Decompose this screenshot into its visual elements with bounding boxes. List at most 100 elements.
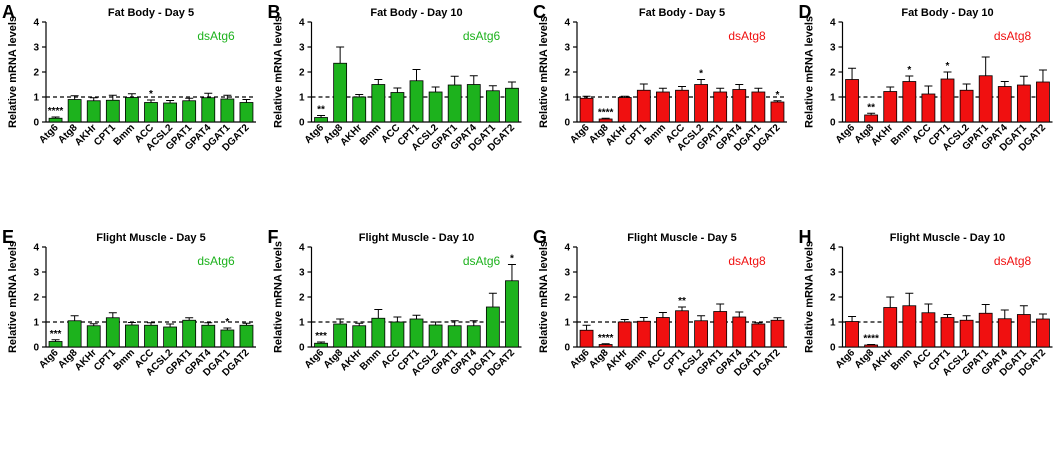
bar-bmm: [371, 317, 386, 348]
x-tick-label: CPT1: [92, 122, 118, 148]
bar-dgat1: [751, 91, 766, 123]
y-axis-label: Relative mRNA levels: [7, 241, 19, 353]
y-tick-label: 2: [564, 68, 570, 79]
y-tick-label: 1: [830, 318, 836, 329]
y-tick-label: 3: [830, 43, 836, 54]
bar-gpat4: [732, 316, 747, 348]
bar-dgat2: [239, 324, 254, 348]
significance-marker: *: [699, 69, 703, 80]
significance-marker: **: [678, 296, 686, 307]
y-tick-label: 1: [33, 93, 39, 104]
legend-label: dsAtg6: [197, 254, 235, 268]
bar-atg8: [598, 118, 613, 123]
significance-marker: **: [867, 102, 875, 113]
bar-cpt1: [636, 89, 651, 123]
bar-atg6: [845, 321, 859, 348]
y-tick-label: 3: [33, 43, 39, 54]
bar-dgat2: [505, 87, 519, 123]
bar-dgat1: [751, 323, 766, 348]
bar-bmm: [902, 81, 917, 123]
significance-marker: *: [946, 61, 950, 72]
x-tick-label: Bmm: [889, 122, 915, 148]
bar-bmm: [656, 91, 670, 123]
y-tick-label: 4: [299, 243, 305, 254]
bar-acsl2: [163, 326, 177, 348]
bar-gpat1: [713, 91, 728, 123]
bar-atg6: [314, 342, 328, 348]
y-tick-label: 4: [564, 18, 570, 29]
bar-atg8: [333, 323, 348, 348]
bar-gpat1: [978, 75, 993, 123]
significance-marker: ***: [315, 331, 327, 342]
bar-gpat1: [978, 312, 993, 348]
y-tick-label: 2: [299, 68, 305, 79]
y-tick-label: 1: [299, 93, 305, 104]
significance-marker: ****: [48, 106, 64, 117]
bar-gpat4: [201, 97, 216, 123]
significance-marker: *: [907, 65, 911, 76]
y-tick-label: 4: [33, 18, 39, 29]
x-tick-label: AKHr: [338, 347, 364, 373]
x-tick-label: CPT1: [92, 347, 118, 373]
chart-title: Fat Body - Day 5: [639, 7, 725, 19]
x-tick-label: AKHr: [604, 347, 630, 373]
bar-akhr: [883, 91, 898, 123]
bar-akhr: [617, 97, 632, 123]
x-tick-label: Atg6: [37, 347, 61, 371]
x-tick-label: AKHr: [338, 122, 364, 148]
y-tick-label: 1: [299, 318, 305, 329]
y-tick-label: 2: [830, 293, 836, 304]
x-tick-label: Atg6: [37, 122, 61, 146]
bar-acc: [144, 102, 158, 123]
bar-gpat4: [466, 325, 481, 348]
bar-bmm: [371, 84, 386, 123]
y-tick-label: 2: [33, 293, 39, 304]
bar-atg8: [598, 344, 613, 348]
legend-label: dsAtg8: [994, 254, 1032, 268]
y-tick-label: 1: [830, 93, 836, 104]
x-tick-label: Bmm: [643, 122, 669, 148]
bar-atg8: [67, 99, 82, 123]
y-axis-label: Relative mRNA levels: [538, 16, 550, 128]
bar-cpt1: [940, 78, 955, 123]
x-tick-label: Bmm: [112, 347, 138, 373]
bar-dgat1: [485, 306, 500, 348]
bar-acsl2: [428, 91, 443, 123]
y-tick-label: 0: [299, 118, 305, 129]
significance-marker: *: [510, 254, 514, 265]
y-tick-label: 4: [830, 243, 836, 254]
y-tick-label: 3: [33, 268, 39, 279]
bar-bmm: [125, 97, 139, 123]
bar-dgat2: [1036, 318, 1050, 348]
bar-atg6: [48, 117, 63, 123]
y-tick-label: 2: [564, 293, 570, 304]
bar-cpt1: [940, 317, 955, 348]
bar-acsl2: [959, 89, 974, 123]
x-tick-label: AKHr: [869, 347, 895, 373]
bar-cpt1: [675, 310, 689, 348]
x-tick-label: Atg6: [834, 347, 858, 371]
bar-dgat2: [505, 280, 519, 348]
y-tick-label: 4: [830, 18, 836, 29]
y-tick-label: 2: [33, 68, 39, 79]
legend-label: dsAtg6: [463, 254, 501, 268]
panel-letter: A: [2, 2, 15, 22]
bar-bmm: [902, 305, 917, 348]
bar-gpat4: [997, 86, 1012, 123]
y-axis-label: Relative mRNA levels: [804, 241, 816, 353]
y-axis-label: Relative mRNA levels: [273, 16, 285, 128]
significance-marker: *: [149, 89, 153, 100]
chart-title: Flight Muscle - Day 5: [627, 232, 736, 244]
x-tick-label: Atg6: [834, 122, 858, 146]
bar-cpt1: [409, 80, 424, 123]
bar-akhr: [86, 100, 101, 123]
significance-marker: ****: [598, 107, 614, 118]
y-tick-label: 3: [564, 43, 570, 54]
bar-atg8: [864, 344, 879, 348]
y-tick-label: 0: [564, 118, 570, 129]
y-tick-label: 3: [299, 43, 305, 54]
bar-akhr: [883, 307, 898, 348]
bar-gpat4: [201, 324, 216, 348]
